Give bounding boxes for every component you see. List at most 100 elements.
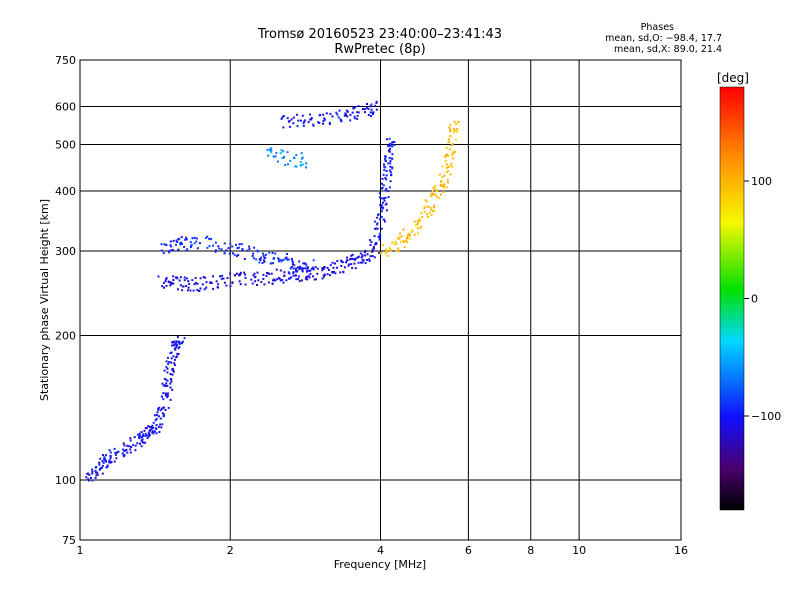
echo-point [309,114,311,116]
echo-point [254,273,256,275]
echo-point [417,222,419,224]
echo-point [389,138,391,140]
echo-point [394,243,396,245]
echo-point [315,266,317,268]
echo-point [295,267,297,269]
echo-point [129,437,131,439]
echo-point [239,274,241,276]
echo-point [298,268,300,270]
echo-point [346,260,348,262]
echo-point [414,221,416,223]
echo-point [274,280,276,282]
echo-point [231,282,233,284]
echo-point [443,191,445,193]
echo-point [313,259,315,261]
echo-point [352,112,354,114]
echo-point [264,257,266,259]
echo-point [379,235,381,237]
echo-point [386,209,388,211]
echo-point [130,452,132,454]
echo-point [239,243,241,245]
y-tick-labels: 75100200300400500600750 [55,54,76,547]
echo-point [442,165,444,167]
echo-point [254,280,256,282]
echo-point [327,273,329,275]
echo-point [158,407,160,409]
echo-point [122,452,124,454]
echo-point [216,280,218,282]
echo-point [105,454,107,456]
echo-point [247,250,249,252]
echo-point [132,444,134,446]
echo-point [186,277,188,279]
echo-point [165,382,167,384]
echo-point [179,244,181,246]
echo-point [383,198,385,200]
echo-point [366,259,368,261]
echo-point [217,245,219,247]
echo-point [316,273,318,275]
echo-point [171,352,173,354]
echo-point [295,274,297,276]
echo-point [379,239,381,241]
echo-point [268,252,270,254]
echo-point [436,189,438,191]
echo-point [92,471,94,473]
echo-point [85,476,87,478]
echo-point [395,250,397,252]
echo-point [170,381,172,383]
echo-point [301,158,303,160]
echo-point [417,227,419,229]
echo-point [296,114,298,116]
echo-point [178,238,180,240]
echo-point [256,250,258,252]
echo-point [288,259,290,261]
echo-point [388,196,390,198]
echo-point [456,128,458,130]
echo-point [389,170,391,172]
echo-point [273,156,275,158]
echo-point [145,427,147,429]
echo-point [206,247,208,249]
echo-point [452,157,454,159]
echo-point [159,424,161,426]
echo-point [419,220,421,222]
echo-point [282,150,284,152]
echo-point [358,256,360,258]
echo-point [181,342,183,344]
echo-point [450,164,452,166]
echo-point [448,139,450,141]
echo-point [409,238,411,240]
echo-point [385,197,387,199]
echo-point [390,160,392,162]
echo-point [165,393,167,395]
echo-point [431,214,433,216]
echo-point [381,216,383,218]
echo-point [380,252,382,254]
echo-point [156,424,158,426]
echo-point [397,248,399,250]
echo-point [181,236,183,238]
echo-point [184,239,186,241]
echo-point [197,247,199,249]
echo-point [162,383,164,385]
echo-point [446,154,448,156]
echo-point [352,258,354,260]
echo-point [399,233,401,235]
echo-point [102,465,104,467]
echo-point [440,194,442,196]
echo-point [234,274,236,276]
echo-point [163,287,165,289]
echo-point [446,186,448,188]
echo-point [379,233,381,235]
echo-point [174,364,176,366]
echo-point [406,241,408,243]
echo-point [115,454,117,456]
echo-point [141,431,143,433]
echo-point [449,135,451,137]
echo-point [390,174,392,176]
echo-point [114,461,116,463]
echo-point [165,280,167,282]
echo-point [301,267,303,269]
echo-point [267,155,269,157]
